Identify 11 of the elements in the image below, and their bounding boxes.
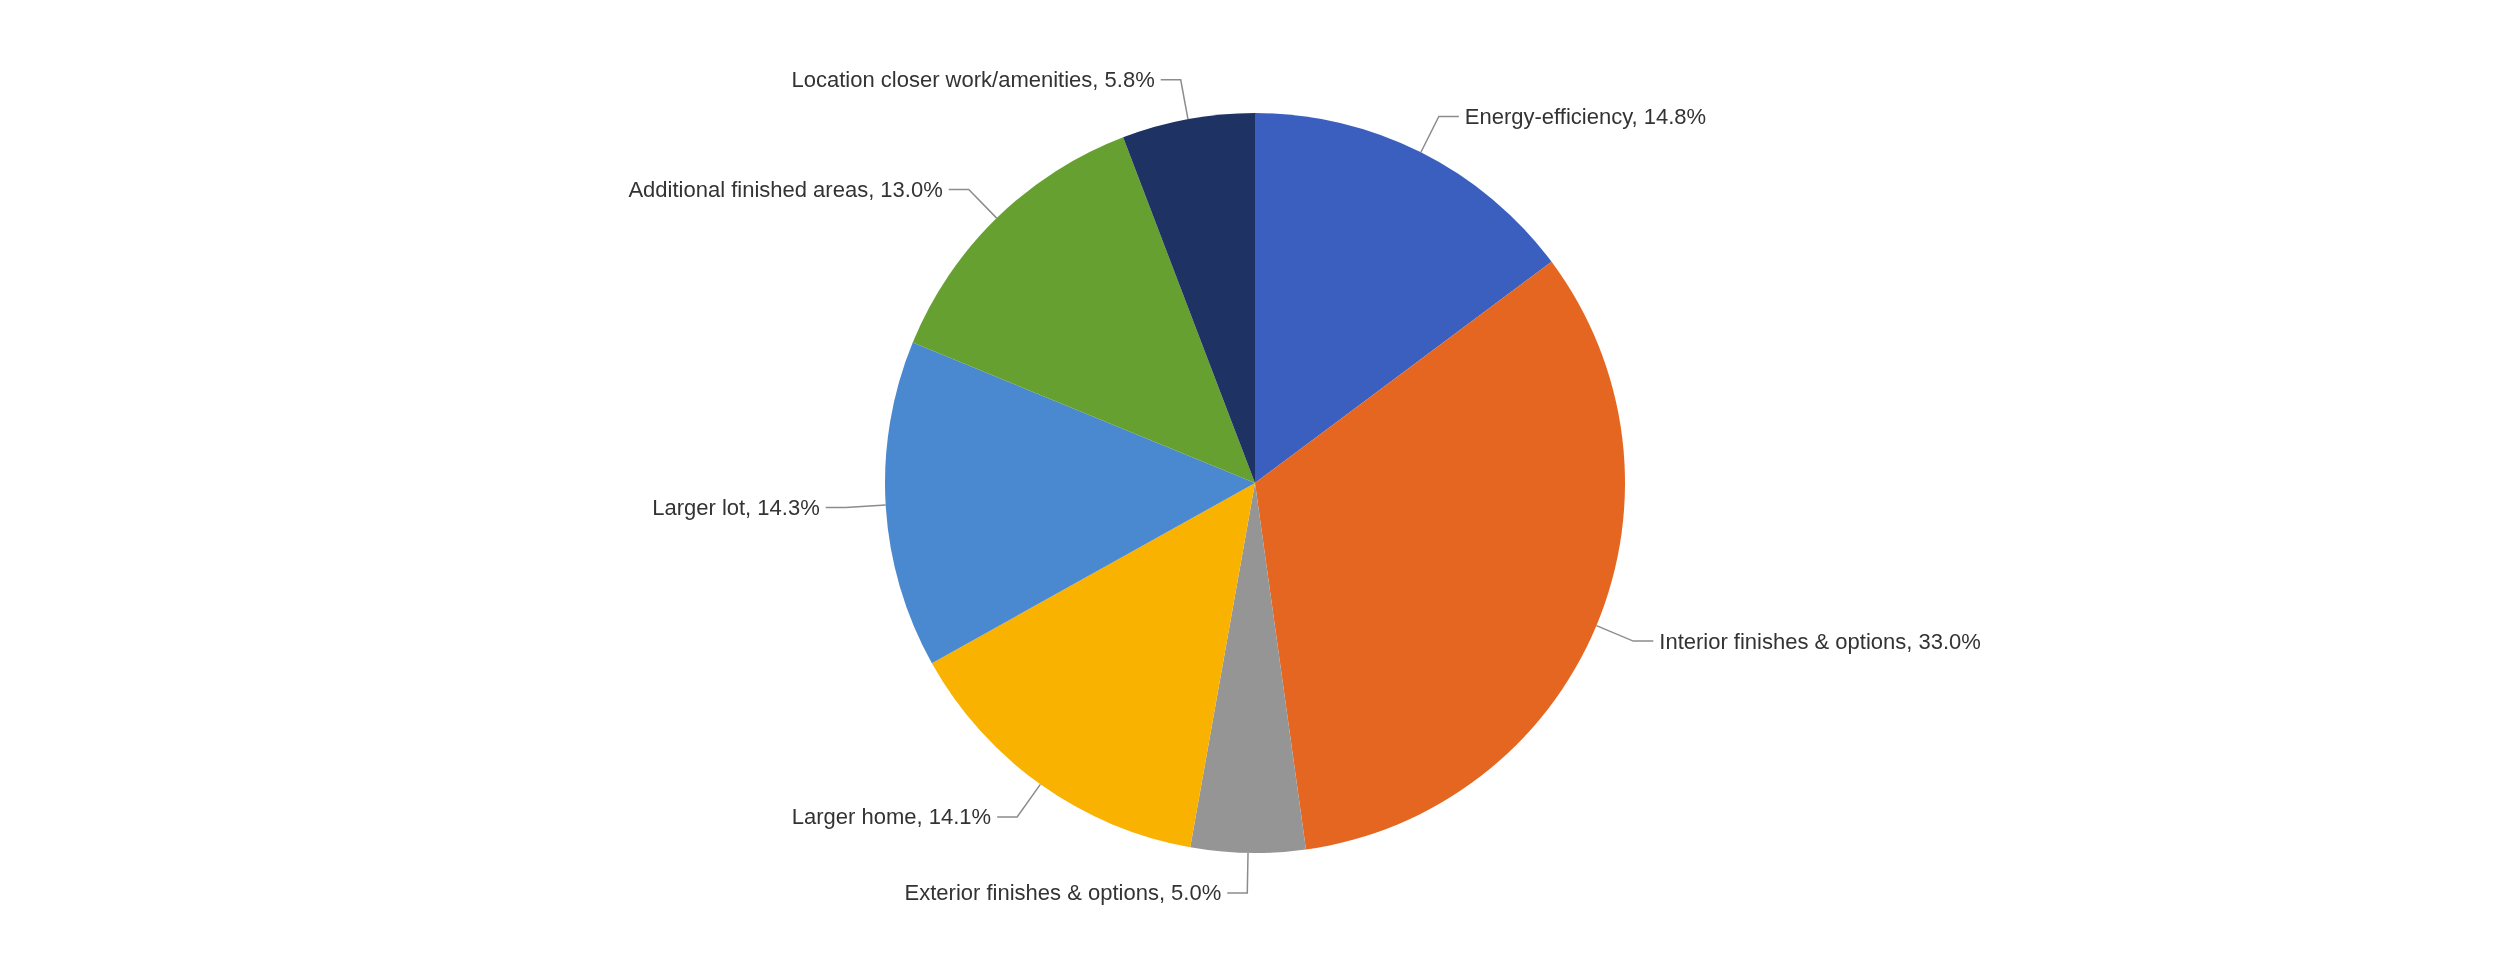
slice-label: Larger lot, 14.3% [652, 494, 820, 520]
slice-label: Exterior finishes & options, 5.0% [904, 880, 1222, 906]
slice-label: Location closer work/amenities, 5.8% [791, 67, 1155, 93]
slice-label: Larger home, 14.1% [791, 804, 992, 830]
slice-label: Additional finished areas, 13.0% [628, 176, 943, 202]
pie-slice [931, 483, 1255, 848]
slice-label: Interior finishes & options, 33.0% [1659, 628, 1981, 654]
pie-slice [885, 342, 1255, 664]
pie-slice [1123, 113, 1255, 483]
slice-label: Energy-efficiency, 14.8% [1464, 104, 1707, 130]
pie-slice [1255, 261, 1625, 850]
